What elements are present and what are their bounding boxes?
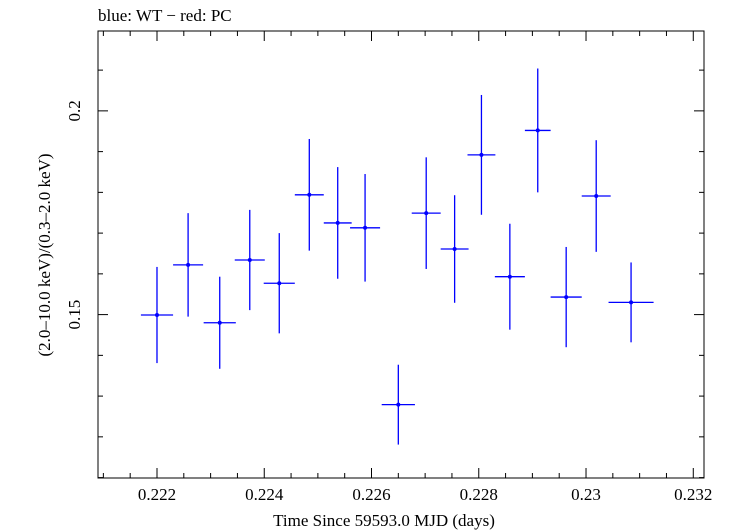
data-point bbox=[335, 220, 340, 225]
data-point bbox=[479, 152, 484, 157]
x-tick-label: 0.226 bbox=[352, 485, 390, 504]
data-point bbox=[424, 211, 429, 216]
data-point bbox=[277, 281, 282, 286]
x-tick-label: 0.228 bbox=[460, 485, 498, 504]
data-point bbox=[217, 320, 222, 325]
y-axis-label: (2.0–10.0 keV)/(0.3–2.0 keV) bbox=[35, 153, 54, 356]
y-tick-label: 0.15 bbox=[65, 300, 84, 330]
data-point bbox=[564, 295, 569, 300]
series-wt bbox=[140, 68, 654, 445]
tick-labels: 0.222 0.224 0.226 0.228 0.23 0.232 0.15 0.2 bbox=[65, 100, 712, 504]
plot-frame bbox=[97, 30, 705, 479]
x-tick-label: 0.222 bbox=[138, 485, 176, 504]
data-point bbox=[629, 300, 634, 305]
x-tick-label: 0.232 bbox=[674, 485, 712, 504]
data-series bbox=[140, 68, 654, 445]
axis-ticks bbox=[98, 31, 704, 479]
data-point bbox=[396, 402, 401, 407]
data-point bbox=[186, 262, 191, 267]
chart-title: blue: WT − red: PC bbox=[98, 6, 232, 25]
data-point bbox=[507, 274, 512, 279]
data-point bbox=[594, 194, 599, 199]
data-point bbox=[535, 128, 540, 133]
data-point bbox=[452, 246, 457, 251]
data-point bbox=[363, 225, 368, 230]
x-axis-label: Time Since 59593.0 MJD (days) bbox=[273, 511, 495, 530]
data-point bbox=[307, 192, 312, 197]
data-point bbox=[247, 258, 252, 263]
data-point bbox=[154, 313, 159, 318]
x-tick-label: 0.224 bbox=[245, 485, 284, 504]
y-tick-label: 0.2 bbox=[65, 100, 84, 121]
x-tick-label: 0.23 bbox=[571, 485, 601, 504]
